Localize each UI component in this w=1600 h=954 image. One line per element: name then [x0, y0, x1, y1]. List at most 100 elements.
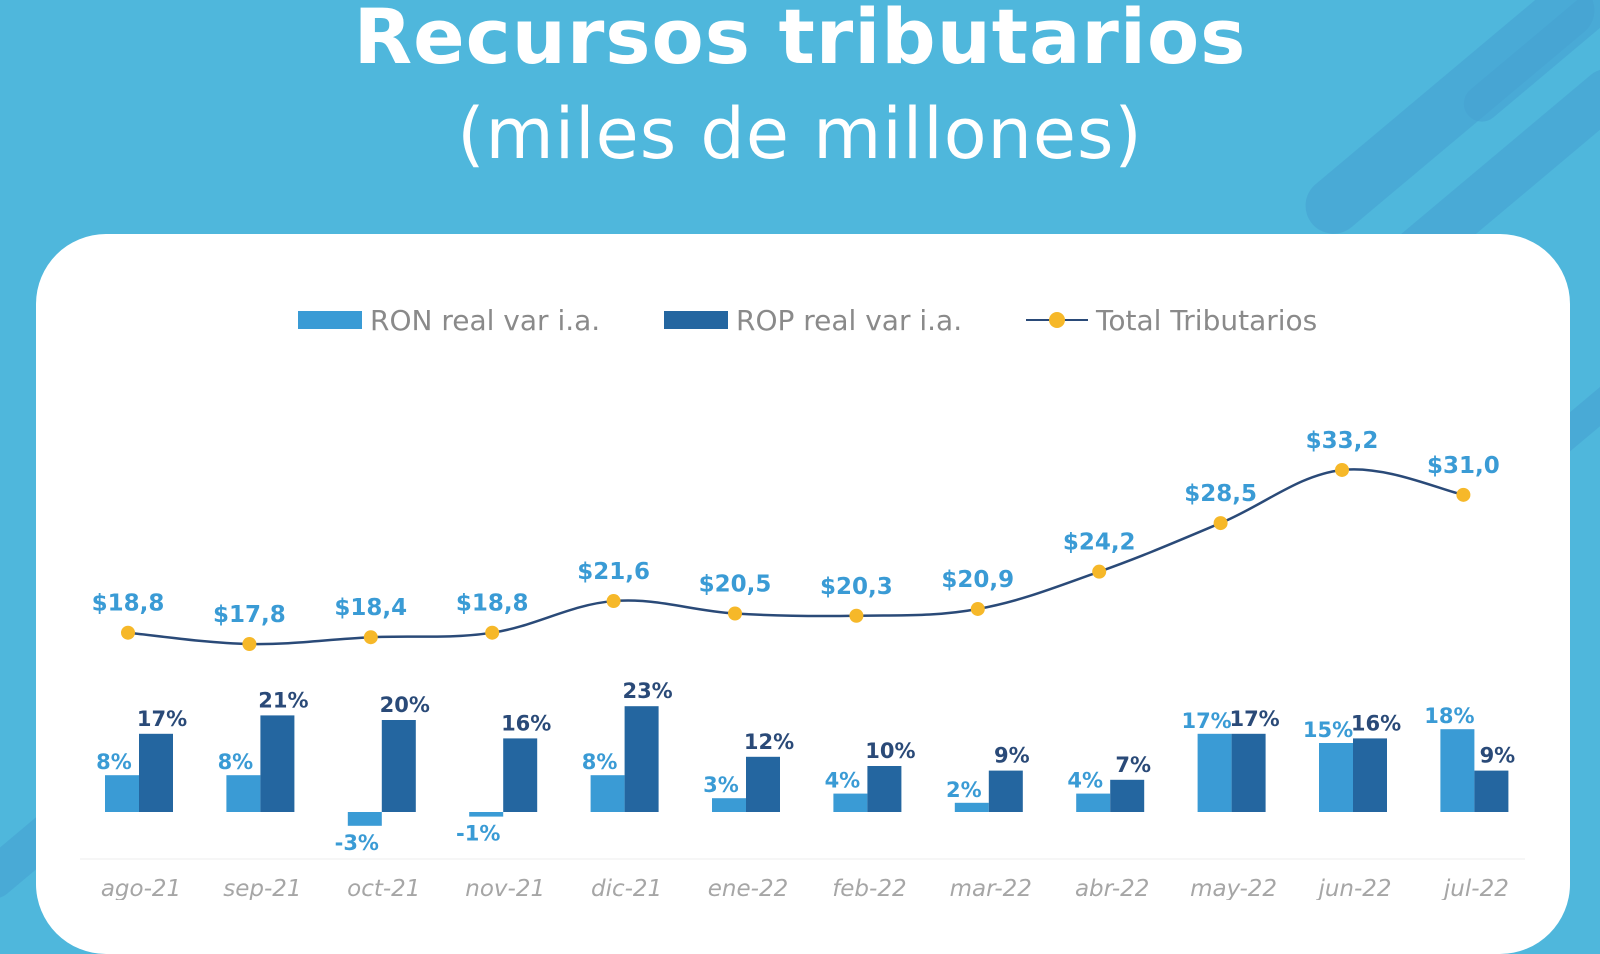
x-tick-jul-22: jul-22: [1441, 876, 1509, 900]
total-point-mar-22: [970, 601, 985, 616]
total-point-jul-22: [1456, 487, 1471, 502]
bar-label-ron-nov-21: -1%: [456, 822, 500, 846]
bar-rop-abr-22: [1110, 779, 1145, 812]
bar-ron-sep-21: [226, 775, 261, 812]
bar-label-ron-ago-21: 8%: [96, 750, 132, 774]
legend-label-total: Total Tributarios: [1096, 303, 1318, 337]
rop-bars: [139, 706, 1509, 812]
x-tick-sep-21: sep-21: [223, 876, 301, 900]
bar-rop-jun-22: [1353, 738, 1387, 812]
total-label-sep-21: $17,8: [213, 602, 286, 628]
bar-ron-jul-22: [1440, 729, 1475, 812]
x-tick-oct-21: oct-21: [347, 876, 420, 900]
total-point-ene-22: [728, 606, 742, 621]
total-point-dic-21: [606, 594, 621, 609]
chart-subtitle: (miles de millones): [457, 93, 1143, 175]
bar-ron-mar-22: [954, 802, 989, 812]
bar-rop-oct-21: [381, 720, 416, 812]
total-label-may-22: $28,5: [1184, 481, 1257, 507]
total-label-nov-21: $18,8: [456, 591, 529, 617]
bar-label-ron-abr-22: 4%: [1067, 769, 1103, 793]
total-label-feb-22: $20,3: [820, 574, 893, 600]
x-tick-mar-22: mar-22: [950, 876, 1032, 900]
bar-label-rop-dic-21: 23%: [622, 679, 672, 703]
legend-item-ron: RON real var i.a.: [298, 300, 600, 340]
x-tick-dic-21: dic-21: [591, 876, 662, 900]
bar-label-ron-oct-21: -3%: [335, 831, 379, 855]
bar-label-ron-jun-22: 15%: [1303, 718, 1353, 742]
bar-rop-feb-22: [867, 766, 902, 812]
total-label-jun-22: $33,2: [1306, 428, 1379, 454]
total-point-abr-22: [1092, 564, 1107, 579]
bar-ron-ene-22: [712, 798, 746, 812]
bar-label-rop-ago-21: 17%: [137, 707, 187, 731]
bar-ron-feb-22: [833, 793, 868, 812]
bar-ron-nov-21: [469, 812, 504, 817]
bar-rop-ene-22: [746, 756, 780, 812]
bar-ron-jun-22: [1319, 743, 1353, 812]
bar-label-ron-dic-21: 8%: [582, 750, 618, 774]
bar-label-rop-jun-22: 16%: [1351, 711, 1401, 735]
total-point-feb-22: [849, 608, 864, 623]
total-label-jul-22: $31,0: [1427, 453, 1500, 479]
total-point-ago-21: [121, 625, 135, 640]
bar-label-ron-may-22: 17%: [1181, 709, 1231, 733]
total-point-may-22: [1213, 516, 1228, 531]
chart-title: Recursos tributarios: [353, 0, 1247, 81]
bar-rop-jul-22: [1474, 770, 1509, 812]
total-label-abr-22: $24,2: [1063, 530, 1136, 556]
total-point-jun-22: [1335, 462, 1349, 477]
total-label-ago-21: $18,8: [92, 591, 165, 617]
bar-rop-sep-21: [260, 715, 295, 812]
x-tick-ene-22: ene-22: [708, 876, 788, 900]
bar-ron-dic-21: [590, 775, 625, 812]
bar-rop-may-22: [1231, 733, 1266, 812]
bar-label-rop-sep-21: 21%: [258, 688, 308, 712]
bar-label-rop-abr-22: 7%: [1115, 753, 1151, 777]
bar-label-rop-feb-22: 10%: [865, 739, 915, 763]
legend-line-marker-icon: [1026, 311, 1088, 329]
bar-label-rop-nov-21: 16%: [501, 711, 551, 735]
legend-label-ron: RON real var i.a.: [370, 303, 601, 337]
bar-label-rop-mar-22: 9%: [994, 744, 1030, 768]
total-point-oct-21: [363, 630, 378, 645]
x-tick-nov-21: nov-21: [465, 876, 545, 900]
x-tick-abr-22: abr-22: [1075, 876, 1149, 900]
x-axis-ticks: ago-21 sep-21 oct-21 nov-21 dic-21 ene-22 feb-…: [101, 876, 1509, 900]
chart-legend: RON real var i.a. ROP real var i.a. Tota…: [0, 300, 1600, 340]
x-tick-feb-22: feb-22: [832, 876, 906, 900]
x-tick-ago-21: ago-21: [101, 876, 181, 900]
total-label-oct-21: $18,4: [334, 595, 407, 621]
chart-card: [36, 234, 1570, 954]
bar-labels: 8%17%8%21%-3%20%-1%16%8%23%3%12%4%10%2%9…: [96, 679, 1515, 855]
legend-label-rop: ROP real var i.a.: [736, 303, 963, 337]
total-label-ene-22: $20,5: [699, 571, 772, 597]
bar-label-rop-jul-22: 9%: [1480, 744, 1516, 768]
bar-rop-dic-21: [624, 706, 659, 812]
legend-item-total: Total Tributarios: [1026, 300, 1317, 340]
bar-ron-abr-22: [1076, 793, 1111, 812]
bar-rop-ago-21: [139, 733, 173, 812]
bar-label-ron-jul-22: 18%: [1424, 704, 1474, 728]
bar-label-ron-feb-22: 4%: [825, 769, 861, 793]
total-label-mar-22: $20,9: [941, 567, 1014, 593]
x-tick-jun-22: jun-22: [1315, 876, 1391, 900]
bar-label-ron-ene-22: 3%: [703, 773, 739, 797]
legend-swatch-rop: [664, 311, 728, 329]
total-label-dic-21: $21,6: [577, 559, 650, 585]
bar-ron-may-22: [1197, 733, 1232, 812]
bar-label-rop-oct-21: 20%: [380, 693, 430, 717]
chart-svg: 8%17%8%21%-3%20%-1%16%8%23%3%12%4%10%2%9…: [80, 428, 1525, 900]
total-point-nov-21: [485, 625, 500, 640]
x-tick-may-22: may-22: [1190, 876, 1277, 900]
bar-ron-oct-21: [347, 812, 382, 826]
bar-ron-ago-21: [105, 775, 139, 812]
total-line: [121, 462, 1471, 651]
bar-label-ron-mar-22: 2%: [946, 778, 982, 802]
bar-rop-mar-22: [988, 770, 1023, 812]
total-labels: $18,8 $17,8 $18,4 $18,8 $21,6 $20,5 $20,3 $20,9…: [92, 428, 1500, 628]
legend-item-rop: ROP real var i.a.: [664, 300, 962, 340]
total-series-line: [127, 468, 1464, 646]
total-point-sep-21: [242, 637, 257, 651]
bar-rop-nov-21: [503, 738, 538, 812]
